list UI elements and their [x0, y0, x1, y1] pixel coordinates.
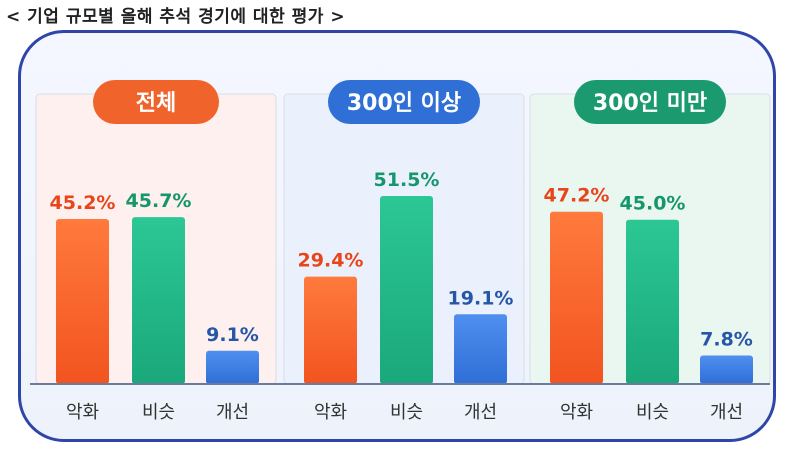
bar-1-0	[304, 276, 357, 384]
bar-0-2	[206, 350, 259, 384]
bar-1-2	[454, 314, 507, 384]
group-pill-2	[574, 80, 726, 124]
category-label-2-1: 비슷	[636, 402, 669, 423]
value-label-2-1: 45.0%	[620, 193, 686, 215]
group-label-2: 300인 미만	[593, 91, 707, 116]
value-label-1-0: 29.4%	[298, 250, 364, 272]
value-label-2-0: 47.2%	[544, 185, 610, 207]
category-label-0-1: 비슷	[142, 402, 175, 423]
chart-title: < 기업 규모별 올해 추석 경기에 대한 평가 >	[6, 7, 346, 27]
group-label-1: 300인 이상	[347, 91, 461, 116]
value-label-0-1: 45.7%	[126, 190, 192, 212]
value-label-1-2: 19.1%	[448, 287, 514, 309]
group-pill-0	[93, 80, 219, 124]
value-label-0-0: 45.2%	[50, 192, 116, 214]
bar-0-1	[132, 217, 185, 384]
bar-2-0	[550, 211, 603, 384]
category-label-1-1: 비슷	[390, 402, 423, 423]
bar-0-0	[56, 218, 109, 384]
bar-2-2	[700, 355, 753, 384]
group-label-0: 전체	[136, 91, 176, 116]
category-label-2-2: 개선	[710, 402, 743, 423]
category-label-1-2: 개선	[464, 402, 497, 423]
value-label-2-2: 7.8%	[700, 329, 753, 351]
value-label-1-1: 51.5%	[374, 169, 440, 191]
category-label-2-0: 악화	[560, 402, 593, 423]
category-label-0-0: 악화	[66, 402, 99, 423]
bar-1-1	[380, 196, 433, 384]
group-pill-1	[328, 80, 480, 124]
bar-2-1	[626, 219, 679, 384]
value-label-0-2: 9.1%	[206, 324, 259, 346]
category-label-0-2: 개선	[216, 402, 249, 423]
category-label-1-0: 악화	[314, 402, 347, 423]
